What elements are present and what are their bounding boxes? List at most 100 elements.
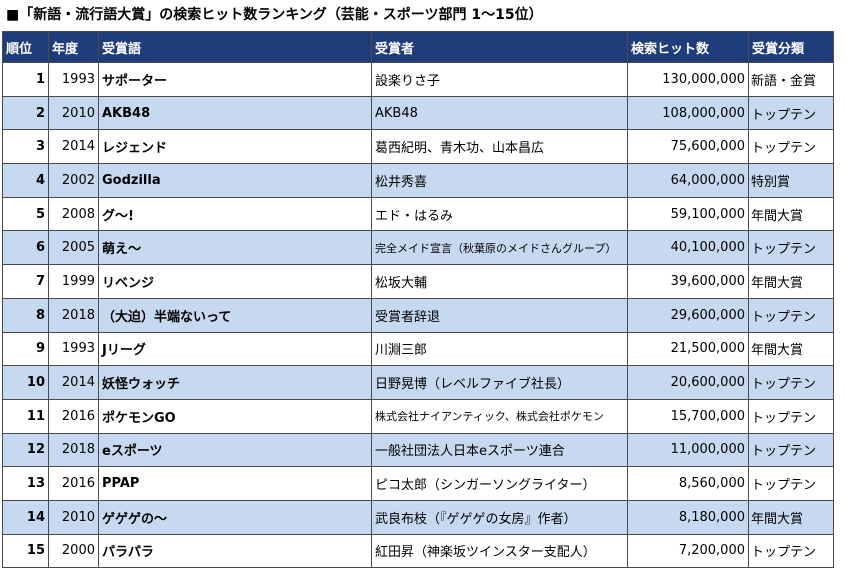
column-header-winner: 受賞者: [371, 31, 628, 63]
table-row: 9 1993 Jリーグ 川淵三郎 21,500,000 年間大賞: [2, 331, 834, 367]
award-category-cell: トップテン: [748, 230, 834, 266]
award-word-cell: PPAP: [98, 466, 372, 501]
rank-cell: 13: [2, 466, 49, 501]
rank-cell: 5: [2, 196, 49, 232]
column-header-rank: 順位: [2, 31, 49, 63]
winner-cell: 受賞者辞退: [371, 297, 628, 333]
winner-cell: 株式会社ナイアンティック、株式会社ポケモン: [371, 398, 628, 434]
year-cell: 2002: [48, 163, 99, 198]
rank-cell: 15: [2, 533, 49, 569]
rank-cell: 2: [2, 95, 49, 131]
year-cell: 2014: [48, 129, 99, 165]
table-row: 15 2000 パラパラ 紅田昇（神楽坂ツインスター支配人） 7,200,000 トップテ…: [2, 533, 834, 569]
table-row: 12 2018 eスポーツ 一般社団法人日本eスポーツ連合 11,000,000 トップテ…: [2, 432, 834, 468]
page-title: ■「新語・流行語大賞」の検索ヒット数ランキング（芸能・スポーツ部門 1〜15位）: [6, 7, 543, 23]
table-row: 13 2016 PPAP ピコ太郎（シンガーソングライター） 8,560,000 トップテ…: [2, 466, 834, 501]
year-cell: 2014: [48, 365, 99, 400]
table-row: 3 2014 レジェンド 葛西紀明、青木功、山本昌広 75,600,000 トップテン: [2, 129, 834, 165]
year-cell: 2000: [48, 533, 99, 569]
year-cell: 2010: [48, 499, 99, 535]
winner-cell: 松井秀喜: [371, 163, 628, 198]
table-body: 1 1993 サポーター 設楽りさ子 130,000,000 新語・金賞 2 2010 AKB4…: [2, 62, 834, 569]
winner-cell: 一般社団法人日本eスポーツ連合: [371, 432, 628, 468]
column-header-year: 年度: [48, 31, 99, 63]
hit-count-cell: 8,560,000: [627, 466, 749, 501]
award-word-cell: ゲゲゲの〜: [98, 499, 372, 535]
column-header-word: 受賞語: [98, 31, 372, 63]
year-cell: 2016: [48, 398, 99, 434]
rank-cell: 8: [2, 297, 49, 333]
award-category-cell: 特別賞: [748, 163, 834, 198]
year-cell: 2016: [48, 466, 99, 501]
award-word-cell: AKB48: [98, 95, 372, 131]
winner-cell: 松坂大輔: [371, 264, 628, 299]
winner-cell: AKB48: [371, 95, 628, 131]
table-row: 2 2010 AKB48 AKB48 108,000,000 トップテン: [2, 95, 834, 131]
award-category-cell: 新語・金賞: [748, 62, 834, 97]
rank-cell: 4: [2, 163, 49, 198]
award-category-cell: 年間大賞: [748, 264, 834, 299]
award-word-cell: レジェンド: [98, 129, 372, 165]
table-row: 8 2018 （大迫）半端ないって 受賞者辞退 29,600,000 トップテン: [2, 297, 834, 333]
column-header-category: 受賞分類: [748, 31, 834, 63]
hit-count-cell: 64,000,000: [627, 163, 749, 198]
year-cell: 2018: [48, 432, 99, 468]
hit-count-cell: 21,500,000: [627, 331, 749, 367]
rank-cell: 10: [2, 365, 49, 400]
hit-count-cell: 59,100,000: [627, 196, 749, 232]
award-word-cell: Jリーグ: [98, 331, 372, 367]
award-word-cell: ポケモンGO: [98, 398, 372, 434]
year-cell: 1999: [48, 264, 99, 299]
hit-count-cell: 15,700,000: [627, 398, 749, 434]
hit-count-cell: 7,200,000: [627, 533, 749, 569]
award-word-cell: パラパラ: [98, 533, 372, 569]
table-row: 14 2010 ゲゲゲの〜 武良布枝（『ゲゲゲの女房』作者） 8,180,000 年間大賞: [2, 499, 834, 535]
hit-count-cell: 108,000,000: [627, 95, 749, 131]
ranking-table: 順位 年度 受賞語 受賞者 検索ヒット数 受賞分類 1 1993 サポーター 設楽りさ…: [2, 31, 834, 569]
table-row: 6 2005 萌え〜 完全メイド宣言（秋葉原のメイドさんグループ） 40,100,000…: [2, 230, 834, 266]
rank-cell: 12: [2, 432, 49, 468]
table-row: 10 2014 妖怪ウォッチ 日野晃博（レベルファイブ社長） 20,600,000 トップ…: [2, 365, 834, 400]
award-word-cell: （大迫）半端ないって: [98, 297, 372, 333]
hit-count-cell: 39,600,000: [627, 264, 749, 299]
rank-cell: 9: [2, 331, 49, 367]
winner-cell: 葛西紀明、青木功、山本昌広: [371, 129, 628, 165]
award-category-cell: トップテン: [748, 466, 834, 501]
award-word-cell: 妖怪ウォッチ: [98, 365, 372, 400]
winner-cell: 川淵三郎: [371, 331, 628, 367]
winner-cell: エド・はるみ: [371, 196, 628, 232]
winner-cell: 武良布枝（『ゲゲゲの女房』作者）: [371, 499, 628, 535]
table-row: 7 1999 リベンジ 松坂大輔 39,600,000 年間大賞: [2, 264, 834, 299]
award-category-cell: トップテン: [748, 297, 834, 333]
table-row: 5 2008 グ〜! エド・はるみ 59,100,000 年間大賞: [2, 196, 834, 232]
winner-cell: 紅田昇（神楽坂ツインスター支配人）: [371, 533, 628, 569]
award-category-cell: トップテン: [748, 129, 834, 165]
winner-cell: 完全メイド宣言（秋葉原のメイドさんグループ）: [371, 230, 628, 266]
year-cell: 2018: [48, 297, 99, 333]
award-category-cell: 年間大賞: [748, 331, 834, 367]
award-category-cell: トップテン: [748, 398, 834, 434]
winner-cell: 設楽りさ子: [371, 62, 628, 97]
award-word-cell: Godzilla: [98, 163, 372, 198]
winner-cell: ピコ太郎（シンガーソングライター）: [371, 466, 628, 501]
rank-cell: 11: [2, 398, 49, 434]
hit-count-cell: 20,600,000: [627, 365, 749, 400]
rank-cell: 14: [2, 499, 49, 535]
rank-cell: 3: [2, 129, 49, 165]
hit-count-cell: 11,000,000: [627, 432, 749, 468]
award-category-cell: 年間大賞: [748, 499, 834, 535]
award-category-cell: トップテン: [748, 432, 834, 468]
hit-count-cell: 8,180,000: [627, 499, 749, 535]
column-header-hits: 検索ヒット数: [627, 31, 749, 63]
table-header-row: 順位 年度 受賞語 受賞者 検索ヒット数 受賞分類: [2, 31, 834, 63]
award-category-cell: トップテン: [748, 95, 834, 131]
award-word-cell: eスポーツ: [98, 432, 372, 468]
winner-cell: 日野晃博（レベルファイブ社長）: [371, 365, 628, 400]
award-word-cell: 萌え〜: [98, 230, 372, 266]
rank-cell: 6: [2, 230, 49, 266]
hit-count-cell: 75,600,000: [627, 129, 749, 165]
award-category-cell: 年間大賞: [748, 196, 834, 232]
rank-cell: 1: [2, 62, 49, 97]
table-row: 11 2016 ポケモンGO 株式会社ナイアンティック、株式会社ポケモン 15,700,…: [2, 398, 834, 434]
year-cell: 1993: [48, 62, 99, 97]
